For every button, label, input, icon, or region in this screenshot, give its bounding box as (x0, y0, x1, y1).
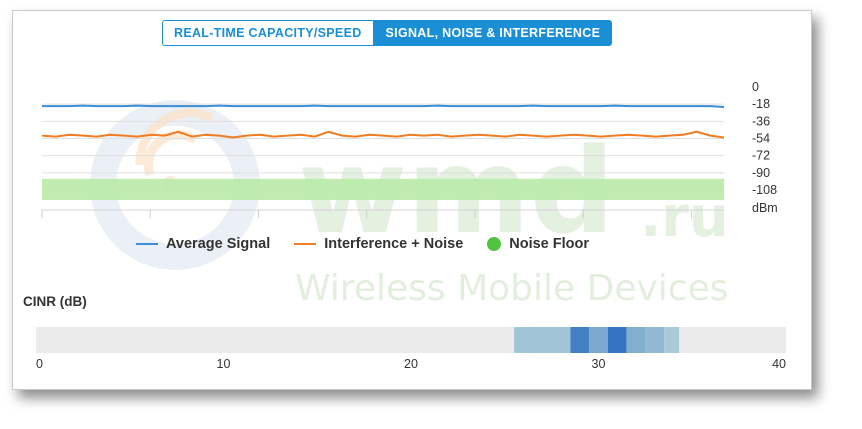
legend-noise-floor[interactable]: Noise Floor (487, 236, 589, 252)
cinr-cell (664, 327, 680, 353)
legend-swatch-floor (487, 237, 502, 251)
y-tick-label: -108 (752, 183, 777, 197)
series-interference-noise (41, 130, 725, 139)
cinr-tick-label: 20 (404, 357, 418, 371)
y-tick-label: -72 (752, 149, 770, 163)
watermark-logo-arc-1 (143, 130, 198, 177)
noise-floor-band (42, 178, 724, 200)
cinr-cell (514, 327, 571, 353)
tab-signal-noise[interactable]: SIGNAL, NOISE & INTERFERENCE (373, 20, 613, 46)
legend-swatch-noise (294, 243, 317, 245)
cinr-cell (607, 327, 627, 353)
cinr-tick-label: 0 (36, 357, 43, 371)
chart-legend: Average Signal Interference + Noise Nois… (136, 236, 589, 252)
tab-realtime-capacity[interactable]: REAL-TIME CAPACITY/SPEED (162, 20, 374, 46)
cinr-tick-label: 10 (217, 357, 231, 371)
y-unit-label: dBm (752, 201, 778, 215)
tab-bar: REAL-TIME CAPACITY/SPEED SIGNAL, NOISE &… (162, 20, 613, 46)
cinr-cell (626, 327, 646, 353)
legend-label-noise: Interference + Noise (324, 236, 464, 252)
watermark-tagline: Wireless Mobile Devices (295, 268, 728, 309)
cinr-tick-label: 30 (592, 357, 606, 371)
cinr-tick-label: 40 (772, 357, 786, 371)
series-average-signal (42, 104, 725, 108)
cinr-title: CINR (dB) (23, 294, 87, 309)
legend-swatch-signal (136, 243, 158, 245)
y-tick-label: 0 (752, 80, 759, 94)
y-tick-label: -90 (752, 166, 770, 180)
y-tick-label: -18 (752, 97, 770, 111)
legend-label-floor: Noise Floor (509, 236, 590, 252)
y-tick-label: -36 (752, 114, 770, 128)
cinr-cell (589, 327, 608, 353)
legend-average-signal[interactable]: Average Signal (136, 236, 270, 252)
cinr-cell (645, 327, 665, 353)
legend-label-signal: Average Signal (166, 236, 271, 252)
cinr-cell (570, 327, 590, 353)
y-tick-label: -54 (752, 132, 770, 146)
legend-interference-noise[interactable]: Interference + Noise (294, 236, 463, 252)
